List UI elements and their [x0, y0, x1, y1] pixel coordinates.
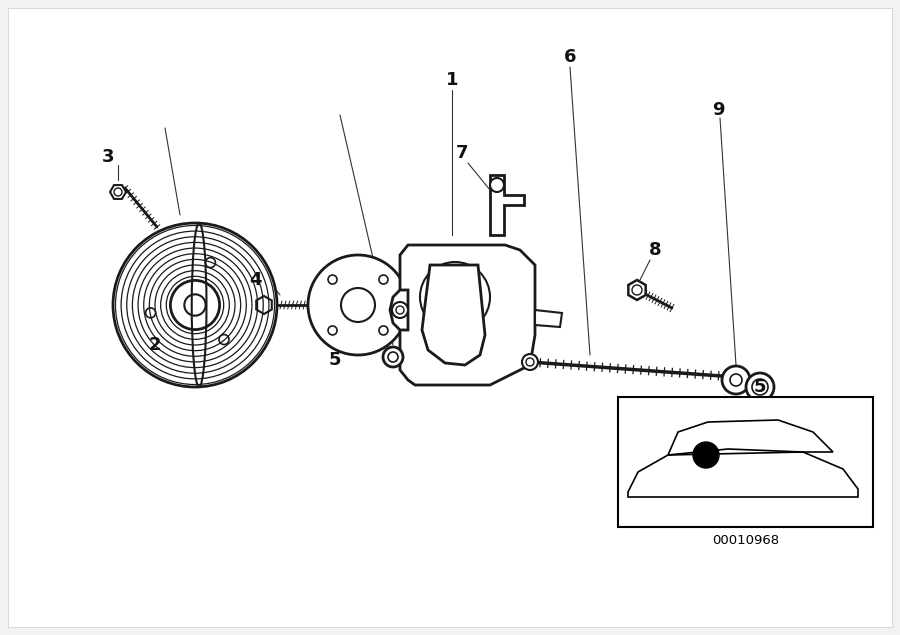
Circle shape: [722, 366, 750, 394]
Circle shape: [392, 302, 408, 318]
Circle shape: [383, 347, 403, 367]
Circle shape: [808, 487, 828, 507]
Circle shape: [396, 306, 404, 314]
Polygon shape: [390, 290, 408, 330]
Circle shape: [730, 374, 742, 386]
Text: 00010968: 00010968: [712, 535, 779, 547]
Polygon shape: [628, 280, 645, 300]
Circle shape: [379, 275, 388, 284]
Circle shape: [114, 188, 122, 196]
Text: 6: 6: [563, 48, 576, 66]
Text: 3: 3: [102, 148, 114, 166]
Circle shape: [328, 275, 337, 284]
Text: 5: 5: [754, 378, 766, 396]
Polygon shape: [110, 185, 126, 199]
Circle shape: [113, 223, 277, 387]
Polygon shape: [490, 175, 524, 235]
Bar: [618, 397, 873, 527]
Circle shape: [490, 178, 504, 192]
Text: 7: 7: [455, 144, 468, 162]
Circle shape: [522, 354, 538, 370]
Circle shape: [632, 285, 642, 295]
Text: 5: 5: [328, 351, 341, 369]
Polygon shape: [422, 265, 485, 365]
Polygon shape: [400, 245, 535, 385]
Circle shape: [648, 477, 688, 517]
Text: 8: 8: [649, 241, 662, 259]
Circle shape: [219, 335, 229, 345]
Circle shape: [420, 262, 490, 332]
Circle shape: [658, 487, 678, 507]
Circle shape: [526, 358, 534, 366]
Circle shape: [146, 308, 156, 318]
Circle shape: [798, 477, 838, 517]
Circle shape: [341, 288, 375, 322]
Circle shape: [746, 373, 774, 401]
Text: 9: 9: [712, 101, 724, 119]
Circle shape: [752, 379, 768, 395]
Text: 1: 1: [446, 71, 458, 89]
Polygon shape: [256, 296, 272, 314]
Circle shape: [205, 258, 215, 267]
Circle shape: [693, 442, 719, 468]
Circle shape: [328, 326, 337, 335]
Polygon shape: [535, 310, 562, 327]
Text: 4: 4: [248, 271, 261, 289]
Circle shape: [437, 279, 473, 315]
Circle shape: [388, 352, 398, 362]
Circle shape: [184, 295, 206, 316]
Circle shape: [170, 281, 220, 330]
Circle shape: [379, 326, 388, 335]
Text: 2: 2: [148, 336, 161, 354]
Circle shape: [308, 255, 408, 355]
